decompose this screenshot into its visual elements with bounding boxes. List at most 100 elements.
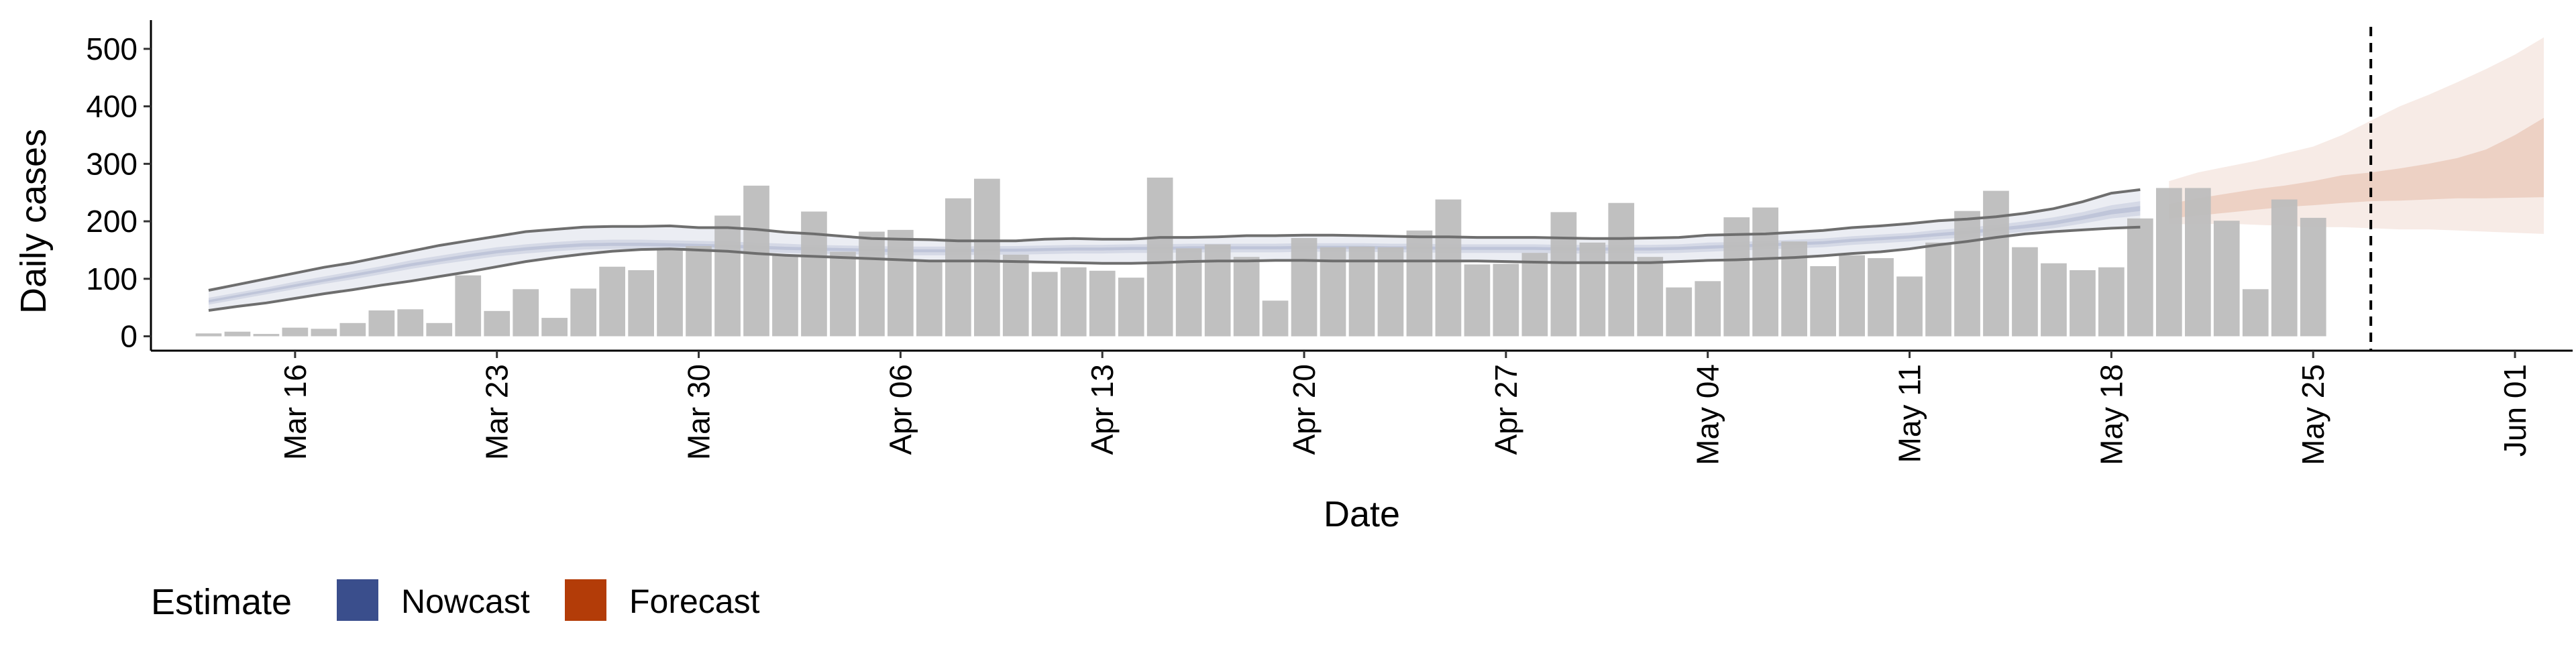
case-bar [513, 289, 539, 337]
forecast-layer [2169, 37, 2544, 234]
case-bar [2213, 221, 2240, 337]
y-tick-label: 0 [120, 319, 138, 354]
legend: Estimate Nowcast Forecast [151, 579, 760, 622]
case-bar [1146, 177, 1173, 337]
case-bar [224, 331, 251, 337]
case-bar [2012, 247, 2038, 337]
case-bar [1233, 257, 1260, 337]
case-bar [1550, 212, 1577, 337]
case-bar [1204, 244, 1231, 337]
y-axis-title: Daily cases [13, 129, 54, 314]
case-bar [1608, 202, 1635, 337]
case-bar [1839, 255, 1865, 337]
x-tick-label: Jun 01 [2498, 364, 2532, 457]
case-bar [282, 327, 309, 337]
case-bar [1435, 199, 1462, 337]
axes-layer: 0 100 200 300 400 500 Mar 16 Mar 23 Mar 30 Apr 06… [86, 20, 2573, 465]
case-bar [426, 322, 453, 337]
nowcast-outline-layer [208, 188, 2141, 312]
case-bar [801, 211, 827, 337]
case-bar [1002, 254, 1029, 337]
case-bar [1579, 242, 1606, 337]
bars-layer [195, 177, 2326, 337]
case-bar [916, 259, 943, 337]
case-bar [1291, 238, 1318, 337]
legend-key-forecast [565, 579, 606, 621]
legend-title: Estimate [151, 582, 292, 622]
case-bar [686, 246, 712, 337]
case-bar [1695, 281, 1721, 337]
case-bar [2041, 263, 2067, 337]
x-tick-label: May 04 [1690, 364, 1725, 465]
legend-label-forecast: Forecast [629, 583, 760, 620]
case-bar [195, 333, 222, 337]
case-bar [888, 229, 914, 337]
case-bar [1262, 300, 1289, 337]
case-bar [368, 310, 395, 337]
nowcast-outer-band [209, 189, 2141, 310]
nowcast-layer [209, 189, 2141, 310]
x-tick-label: Apr 27 [1489, 364, 1523, 455]
case-bar [2098, 267, 2125, 337]
x-tick-label: May 25 [2296, 364, 2330, 465]
case-bar [455, 275, 482, 337]
x-tick-label: Apr 13 [1085, 364, 1120, 455]
case-bar [1118, 278, 1144, 337]
case-bar [2271, 199, 2298, 337]
case-bar [772, 254, 798, 337]
forecast-inner-band [2169, 117, 2544, 219]
case-bar [541, 318, 568, 337]
case-bar [830, 251, 856, 337]
nowcast-lower-line [208, 225, 2141, 312]
case-bar [974, 178, 1000, 337]
case-bar [628, 270, 654, 337]
x-tick-label: May 18 [2094, 364, 2129, 465]
case-bar [570, 288, 596, 337]
case-bar [2300, 217, 2326, 337]
case-bar [1089, 270, 1116, 337]
case-bar [484, 310, 511, 337]
case-bar [1521, 253, 1548, 337]
forecast-outer-band [2169, 37, 2544, 234]
y-tick-label: 400 [86, 89, 138, 124]
case-bar [2242, 289, 2269, 337]
x-tick-label: Mar 16 [278, 364, 313, 460]
x-tick-label: Apr 20 [1287, 364, 1322, 455]
y-tick-label: 200 [86, 204, 138, 239]
x-tick-label: May 11 [1892, 364, 1927, 463]
case-bar [2185, 188, 2211, 337]
legend-key-nowcast [337, 579, 378, 621]
case-bar [2156, 188, 2182, 337]
case-bar [1723, 217, 1750, 337]
x-tick-label: Apr 06 [883, 364, 918, 455]
case-bar [2070, 270, 2096, 337]
legend-label-nowcast: Nowcast [401, 583, 530, 620]
case-bar [2127, 218, 2153, 337]
case-bar [1493, 263, 1519, 337]
case-bar [859, 231, 885, 337]
case-bar [1031, 272, 1058, 337]
case-bar [945, 198, 971, 337]
nowcast-upper-line [208, 188, 2141, 292]
case-bar [1637, 257, 1664, 337]
case-bar [1810, 266, 1836, 337]
y-tick-label: 500 [86, 32, 138, 66]
case-bar [714, 215, 741, 337]
case-bar [743, 185, 769, 337]
case-bar [1954, 211, 1980, 337]
case-bar [1752, 207, 1778, 337]
case-bar [1983, 190, 2009, 337]
case-bar [657, 249, 683, 337]
case-bar [1666, 287, 1693, 337]
case-bar [1060, 267, 1087, 337]
case-bar [1464, 264, 1491, 337]
case-bar [1925, 242, 1951, 337]
case-bar [1406, 230, 1433, 337]
x-tick-label: Mar 23 [480, 364, 515, 460]
case-bar [253, 334, 280, 337]
x-axis-title: Date [1324, 494, 1400, 534]
case-bar [311, 329, 337, 337]
case-bar [1868, 258, 1894, 337]
